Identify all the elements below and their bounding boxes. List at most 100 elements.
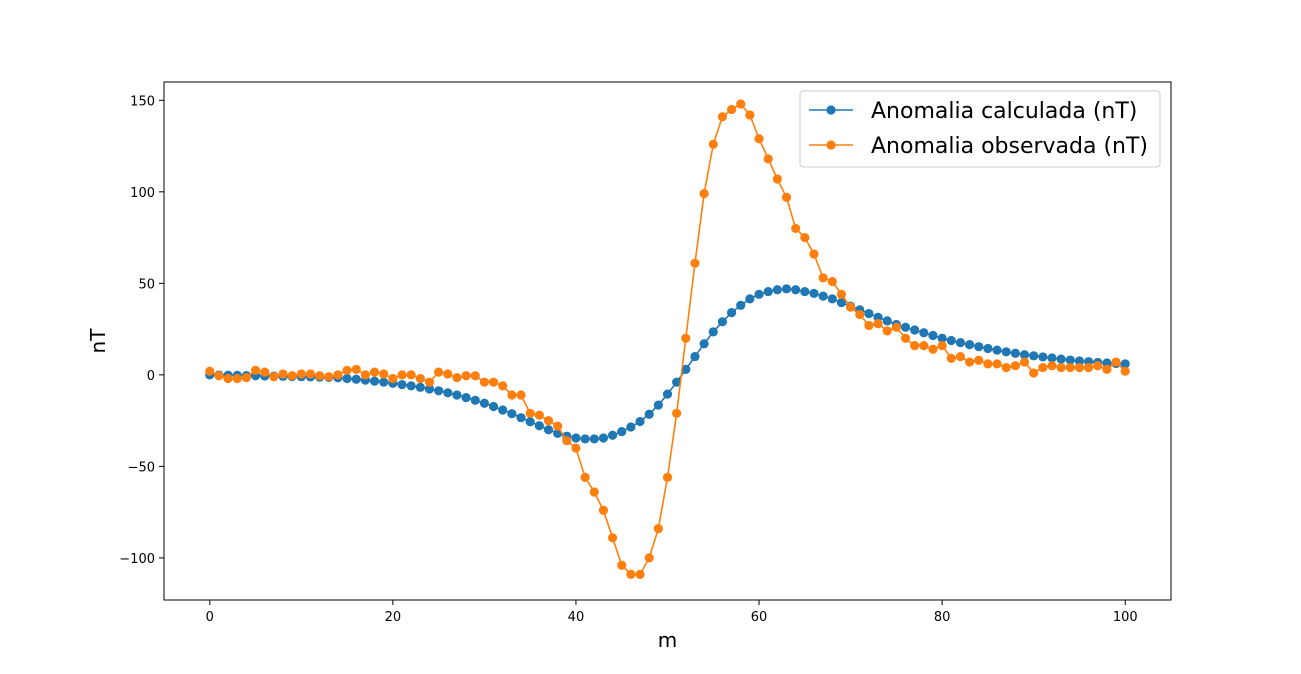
- data-point: [250, 365, 261, 375]
- x-tick-label: 40: [568, 610, 585, 625]
- legend-label: Anomalia observada (nT): [871, 134, 1148, 159]
- data-point: [910, 325, 920, 335]
- data-point: [241, 373, 251, 383]
- data-point: [662, 472, 673, 482]
- data-point: [360, 370, 370, 380]
- y-tick-label: −100: [119, 552, 155, 567]
- data-point: [269, 372, 279, 382]
- data-point: [827, 276, 837, 287]
- data-point: [415, 382, 425, 392]
- data-point: [955, 351, 966, 362]
- legend-frame: [799, 90, 1161, 168]
- data-point: [516, 390, 526, 400]
- data-point: [653, 400, 663, 410]
- data-point: [717, 112, 728, 122]
- data-point: [443, 388, 453, 398]
- data-point: [406, 370, 416, 380]
- data-point: [214, 371, 224, 381]
- data-point: [1010, 348, 1020, 358]
- data-point: [864, 308, 874, 319]
- data-point: [708, 139, 718, 149]
- data-point: [278, 369, 288, 379]
- data-point: [424, 377, 435, 387]
- data-point: [369, 376, 380, 386]
- data-point: [232, 373, 242, 384]
- data-point: [397, 379, 407, 390]
- data-point: [955, 338, 966, 348]
- data-point: [488, 401, 499, 412]
- data-point: [781, 284, 792, 294]
- data-point: [1038, 352, 1048, 362]
- data-point: [1074, 362, 1085, 373]
- data-point: [791, 223, 801, 234]
- data-point: [452, 390, 462, 400]
- data-point: [580, 434, 590, 444]
- data-point: [479, 377, 490, 387]
- data-point: [470, 395, 480, 405]
- data-point: [617, 560, 627, 570]
- data-point: [818, 273, 828, 283]
- data-point: [260, 367, 270, 377]
- plot-area-frame: [163, 81, 1172, 601]
- x-axis-label: m: [658, 628, 677, 652]
- data-point: [681, 333, 691, 343]
- data-point: [1056, 354, 1066, 364]
- data-point: [736, 99, 746, 109]
- data-point: [690, 258, 700, 268]
- data-point: [598, 505, 609, 515]
- data-point: [983, 343, 993, 354]
- data-point: [644, 409, 654, 419]
- data-point: [690, 351, 700, 362]
- ticks-layer: 0 20 40 60 80 100 −100 −50 0 50 100 150: [119, 94, 1137, 625]
- data-point: [571, 433, 581, 443]
- data-point: [1084, 362, 1094, 373]
- data-point: [1019, 357, 1030, 367]
- data-point: [983, 359, 993, 369]
- series-layer: [205, 99, 1130, 579]
- data-point: [763, 286, 773, 297]
- data-point: [836, 289, 847, 299]
- data-point: [1111, 357, 1121, 367]
- data-point: [607, 533, 618, 543]
- data-point: [891, 322, 901, 332]
- data-point: [1074, 356, 1085, 366]
- data-point: [351, 374, 361, 384]
- y-tick-label: 100: [130, 186, 155, 201]
- data-point: [223, 373, 233, 384]
- data-point: [974, 342, 984, 352]
- data-point: [507, 409, 517, 419]
- data-point: [205, 366, 215, 376]
- data-point: [745, 294, 755, 304]
- data-point: [754, 134, 764, 144]
- series-2: [205, 99, 1130, 579]
- y-axis-label: nT: [86, 328, 110, 354]
- data-point: [1065, 362, 1075, 373]
- data-point: [882, 326, 892, 336]
- data-point: [434, 386, 444, 396]
- data-point: [1019, 350, 1030, 360]
- data-point: [617, 427, 627, 437]
- data-point: [406, 381, 416, 391]
- data-point: [708, 327, 718, 337]
- data-point: [507, 390, 517, 400]
- data-point: [1102, 358, 1112, 368]
- y-tick-label: −50: [128, 460, 155, 475]
- data-point: [726, 104, 737, 115]
- x-tick-label: 0: [206, 610, 214, 625]
- data-point: [424, 384, 435, 394]
- data-point: [910, 340, 920, 351]
- data-point: [333, 370, 343, 380]
- data-point: [662, 389, 673, 399]
- data-point: [553, 421, 563, 431]
- data-point: [498, 381, 508, 391]
- data-point: [965, 357, 975, 367]
- data-point: [681, 364, 691, 374]
- data-point: [598, 433, 609, 443]
- data-point: [516, 413, 526, 423]
- data-point: [1120, 366, 1130, 376]
- data-point: [772, 174, 782, 184]
- x-tick-label: 20: [385, 610, 402, 625]
- data-point: [342, 373, 352, 384]
- data-point: [809, 288, 819, 299]
- data-point: [315, 371, 325, 381]
